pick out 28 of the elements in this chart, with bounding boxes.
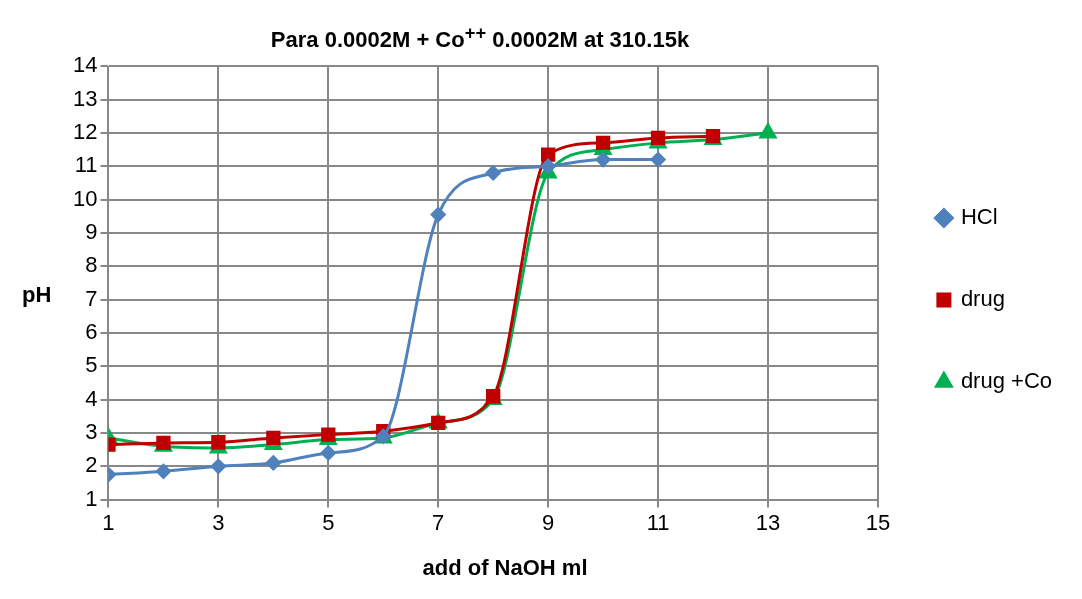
x-tick-label: 3 [212, 509, 225, 535]
x-tick-label: 13 [755, 509, 781, 535]
x-tick-label: 7 [432, 509, 445, 535]
x-tick-label: 15 [865, 509, 891, 535]
y-tick-label: 14 [72, 52, 98, 78]
x-tick-label: 1 [102, 509, 115, 535]
y-tick-label: 12 [72, 118, 98, 144]
y-tick-label: 5 [85, 352, 98, 378]
y-tick-label: 4 [85, 385, 98, 411]
x-axis-title: add of NaOH ml [421, 555, 589, 581]
y-tick-label: 6 [85, 318, 98, 344]
y-tick-label: 7 [85, 285, 98, 311]
y-tick-label: 11 [74, 152, 98, 178]
legend-label: HCl [960, 204, 998, 230]
chart-title: Para 0.0002M + Co$^{++}$ 0.0002M at 310.15k [269, 22, 691, 54]
y-tick-label: 1 [85, 485, 98, 511]
y-tick-label: 2 [85, 452, 98, 478]
y-tick-label: 10 [72, 185, 98, 211]
x-tick-label: 5 [322, 509, 335, 535]
legend-label: drug [960, 286, 1005, 312]
legend-label: drug +Co [960, 368, 1053, 394]
y-tick-label: 8 [85, 252, 98, 278]
y-tick-label: 3 [85, 418, 98, 444]
y-tick-label: 13 [72, 85, 98, 111]
y-tick-label: 9 [85, 218, 98, 244]
x-tick-label: 9 [542, 509, 555, 535]
y-axis-title: pH [22, 282, 52, 308]
x-tick-label: 11 [646, 509, 670, 535]
